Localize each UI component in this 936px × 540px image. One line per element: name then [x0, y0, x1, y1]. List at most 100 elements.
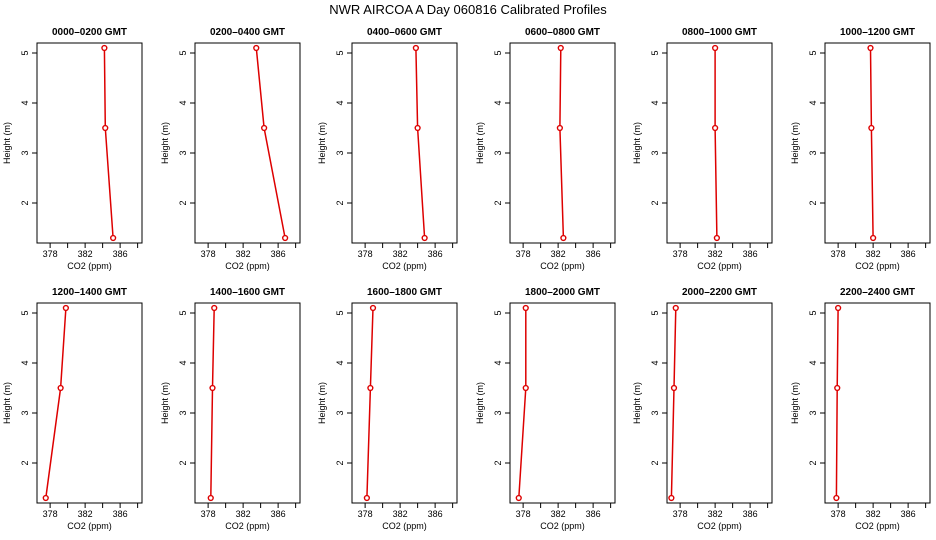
plot-frame [666, 302, 773, 504]
x-tick-label: 378 [201, 249, 216, 259]
data-point [522, 304, 529, 312]
panel-title: 0800–1000 GMT [682, 27, 757, 38]
y-tick-label: 5 [20, 310, 30, 315]
y-tick-label: 2 [808, 200, 818, 205]
data-point [209, 384, 216, 392]
profile-line [210, 307, 215, 499]
plot-frame [824, 42, 931, 244]
x-tick-label: 382 [866, 249, 881, 259]
y-tick-label: 2 [808, 460, 818, 465]
y-tick-label: 4 [178, 360, 188, 365]
data-point [560, 234, 567, 242]
data-point [369, 304, 377, 312]
y-tick-label: 5 [335, 310, 345, 315]
x-tick-label: 382 [393, 249, 408, 259]
x-tick-label: 382 [708, 509, 723, 519]
x-axis-label: CO2 (ppm) [225, 521, 270, 531]
y-axis-label: Height (m) [160, 382, 170, 424]
y-tick-label: 4 [335, 360, 345, 365]
x-tick-label: 378 [201, 509, 216, 519]
x-tick-label: 382 [551, 509, 566, 519]
y-axis-label: Height (m) [317, 382, 327, 424]
panel-title: 1800–2000 GMT [525, 287, 600, 298]
data-point [412, 44, 419, 52]
y-tick-label: 2 [178, 200, 188, 205]
data-point [712, 44, 719, 52]
y-tick-label: 3 [650, 410, 660, 415]
x-tick-label: 386 [271, 509, 286, 519]
y-axis-label: Height (m) [790, 122, 800, 164]
data-point [62, 304, 69, 312]
x-tick-label: 386 [743, 509, 758, 519]
x-axis-label: CO2 (ppm) [540, 521, 585, 531]
x-tick-label: 386 [113, 509, 128, 519]
x-tick-label: 382 [236, 249, 251, 259]
data-point [367, 384, 374, 392]
data-point [421, 234, 428, 242]
data-point [515, 494, 522, 502]
y-axis-label: Height (m) [2, 382, 12, 424]
data-point [211, 304, 218, 312]
y-tick-label: 3 [493, 150, 503, 155]
y-tick-label: 5 [493, 50, 503, 55]
plot-frame [194, 42, 301, 244]
y-tick-label: 2 [335, 460, 345, 465]
x-tick-label: 382 [393, 509, 408, 519]
data-point [835, 304, 842, 312]
y-axis-label: Height (m) [790, 382, 800, 424]
x-axis-label: CO2 (ppm) [67, 521, 112, 531]
profile-line [255, 47, 286, 239]
y-tick-label: 3 [650, 150, 660, 155]
x-tick-label: 386 [113, 249, 128, 259]
y-tick-label: 3 [20, 150, 30, 155]
y-tick-label: 2 [493, 200, 503, 205]
x-tick-label: 378 [516, 249, 531, 259]
panel-title: 1000–1200 GMT [840, 27, 915, 38]
y-tick-label: 3 [335, 410, 345, 415]
x-tick-label: 378 [43, 249, 58, 259]
x-tick-label: 378 [673, 509, 688, 519]
y-tick-label: 4 [335, 100, 345, 105]
y-tick-label: 5 [650, 310, 660, 315]
plot-frame [351, 302, 458, 504]
x-axis-label: CO2 (ppm) [855, 261, 900, 271]
y-tick-label: 3 [178, 410, 188, 415]
y-tick-label: 3 [493, 410, 503, 415]
x-tick-label: 386 [743, 249, 758, 259]
x-tick-label: 386 [901, 509, 916, 519]
x-axis-label: CO2 (ppm) [855, 521, 900, 531]
data-point [207, 494, 214, 502]
y-tick-label: 4 [493, 360, 503, 365]
plot-frame [36, 42, 143, 244]
y-axis-label: Height (m) [317, 122, 327, 164]
y-tick-label: 5 [808, 50, 818, 55]
x-axis-label: CO2 (ppm) [382, 261, 427, 271]
y-tick-label: 4 [20, 100, 30, 105]
y-axis-label: Height (m) [160, 122, 170, 164]
x-tick-label: 378 [831, 509, 846, 519]
data-point [57, 384, 64, 392]
data-point [42, 494, 49, 502]
y-tick-label: 3 [178, 150, 188, 155]
data-point [282, 234, 289, 242]
y-tick-label: 2 [20, 200, 30, 205]
y-tick-label: 4 [20, 360, 30, 365]
x-axis-label: CO2 (ppm) [382, 521, 427, 531]
data-point [670, 384, 678, 392]
profile-line [835, 307, 839, 499]
profile-line [869, 47, 874, 239]
data-point [253, 44, 260, 52]
plot-frame [351, 42, 458, 244]
x-tick-label: 382 [866, 509, 881, 519]
panel-title: 0200–0400 GMT [210, 27, 285, 38]
profile-line [103, 47, 114, 239]
profile-line [415, 47, 426, 239]
y-tick-label: 5 [178, 50, 188, 55]
x-tick-label: 378 [43, 509, 58, 519]
x-tick-label: 378 [673, 249, 688, 259]
